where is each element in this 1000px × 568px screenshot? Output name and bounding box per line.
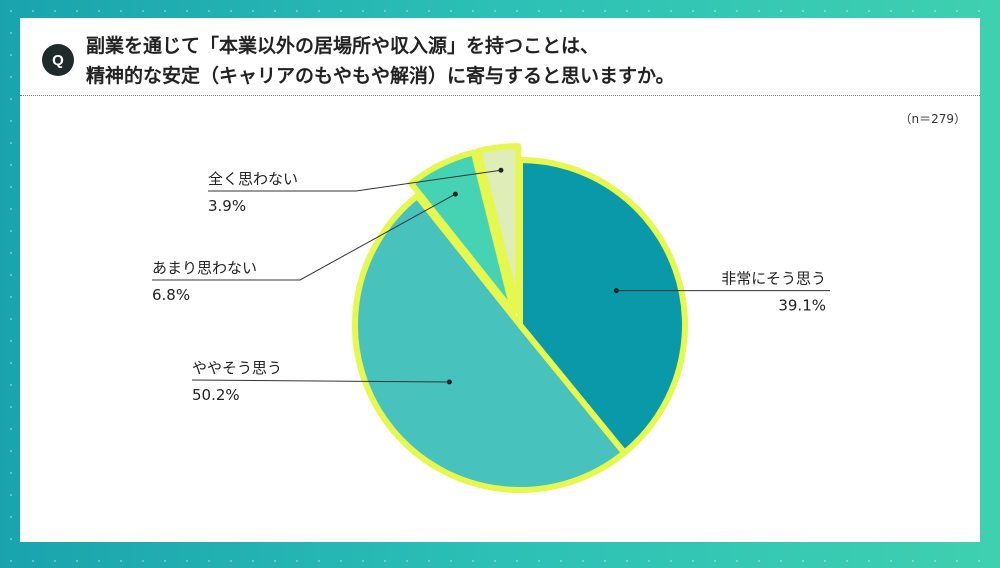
pie-slice-outline	[475, 143, 522, 315]
slice-label: 非常にそう思う	[721, 270, 826, 288]
pie-slice-outline	[351, 192, 628, 493]
slice-label: あまり思わない	[152, 259, 257, 277]
question-badge: Q	[42, 44, 74, 76]
slice-label: 全く思わない	[208, 170, 298, 188]
leader-line	[152, 193, 456, 281]
leader-line	[191, 379, 450, 383]
slice-value-label: 50.2%	[192, 386, 240, 404]
slice-label: ややそう思う	[192, 359, 282, 377]
question-text: 副業を通じて「本業以外の居場所や収入源」を持つことは、 精神的な安定（キャリアの…	[86, 31, 956, 91]
leader-line	[208, 169, 502, 192]
pie-slice-outline	[517, 157, 688, 456]
question-line-2: 精神的な安定（キャリアのもやもや解消）に寄与すると思いますか。	[86, 65, 675, 87]
sample-size-label: （n＝279）	[899, 112, 966, 126]
slice-value-label: 39.1%	[778, 297, 826, 315]
slice-value-label: 3.9%	[208, 197, 246, 215]
dotted-divider	[20, 95, 980, 96]
slice-value-label: 6.8%	[152, 286, 190, 304]
question-line-1: 副業を通じて「本業以外の居場所や収入源」を持つことは、	[86, 35, 600, 57]
